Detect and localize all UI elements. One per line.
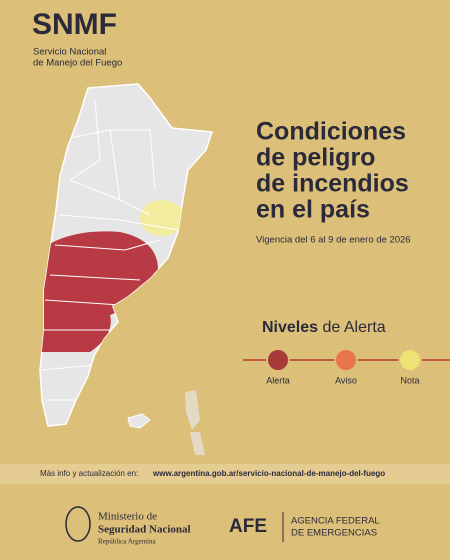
ministry-country: República Argentina [98, 538, 156, 546]
aviso-zone [140, 200, 184, 236]
ministry-emblem [65, 506, 91, 542]
legend-label: Nota [400, 375, 419, 385]
legend-title-rest: de Alerta [323, 319, 386, 336]
afe-name: DE EMERGENCIAS [291, 528, 377, 539]
legend-dot-aviso [334, 348, 358, 372]
afe-logo: AFE [229, 516, 267, 537]
logo: SNMF [32, 8, 117, 41]
afe-name: AGENCIA FEDERAL [291, 516, 380, 527]
legend-label: Alerta [266, 375, 290, 385]
org-name: de Manejo del Fuego [33, 58, 122, 69]
title: Condiciones de peligro de incendios en e… [256, 118, 409, 224]
legend-dot-alerta [266, 348, 290, 372]
legend-dot-nota [398, 348, 422, 372]
title-line: en el país [256, 196, 370, 224]
ministry-name: Seguridad Nacional [98, 524, 191, 536]
org-name: Servicio Nacional [33, 47, 106, 58]
legend-label: Aviso [335, 375, 357, 385]
validity: Vigencia del 6 al 9 de enero de 2026 [256, 235, 411, 246]
ministry-name: Ministerio de [98, 511, 157, 523]
footer-url: www.argentina.gob.ar/servicio-nacional-d… [152, 469, 385, 478]
map [39, 83, 214, 455]
footer-info: Más info y actualización en: [40, 469, 138, 478]
alert-zone [40, 231, 158, 352]
title-line: de incendios [256, 170, 409, 198]
title-line: de peligro [256, 144, 375, 172]
legend-title: Niveles de Alerta [262, 319, 386, 336]
title-line: Condiciones [256, 118, 406, 146]
footer-band [0, 464, 450, 484]
legend-title-bold: Niveles [262, 319, 318, 336]
